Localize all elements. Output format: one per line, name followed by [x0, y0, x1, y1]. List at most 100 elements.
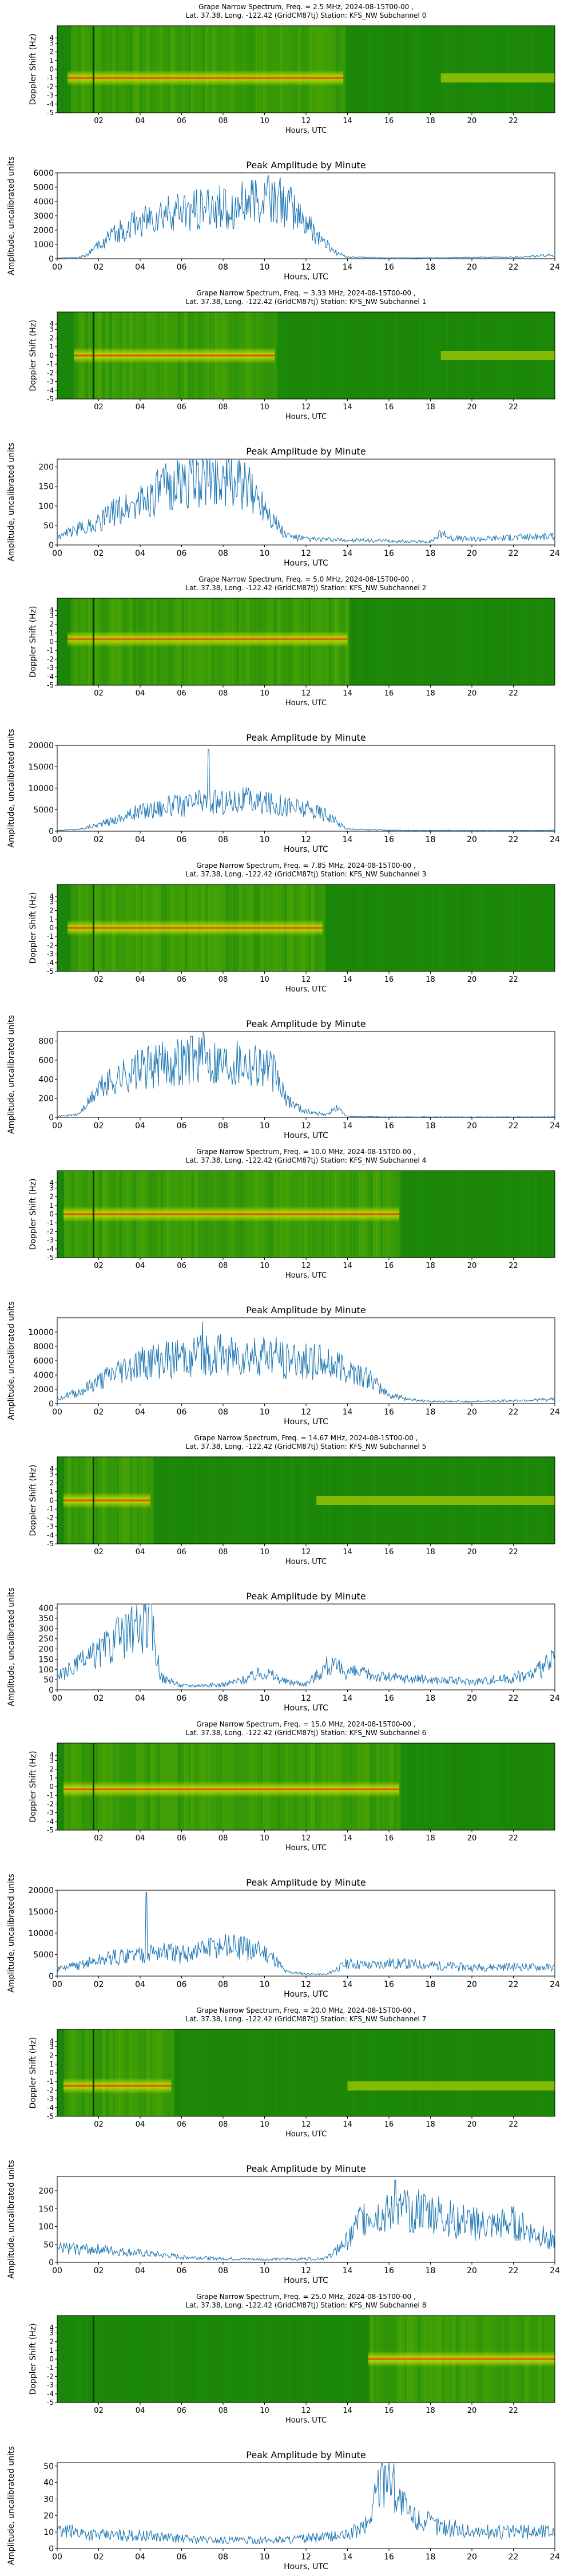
spectrogram-column	[215, 26, 219, 113]
spectrogram-column	[249, 26, 253, 113]
y-axis-label: Doppler Shift (Hz)	[29, 2324, 38, 2395]
spectrogram-column	[352, 884, 356, 971]
spectrogram-column	[174, 2316, 178, 2403]
spectrogram-column	[496, 884, 500, 971]
spectrogram-column	[363, 598, 367, 685]
spectrogram-column	[503, 1171, 507, 1258]
spectrogram-column	[64, 884, 68, 971]
x-tick-label: 12	[301, 689, 311, 698]
spectrogram-column	[188, 2029, 192, 2116]
spectrogram-column	[253, 2029, 257, 2116]
y-tick-label: 0	[49, 638, 54, 646]
spectrogram-column	[339, 884, 343, 971]
spectrogram-column	[424, 1171, 428, 1258]
y-tick-label: 1	[49, 1488, 54, 1496]
spectrogram-column	[349, 312, 353, 399]
spectrogram-subtitle: Lat. 37.38, Long. -122.42 (GridCM87tj) S…	[186, 1729, 427, 1737]
spectrogram-title: Grape Narrow Spectrum, Freq. = 3.33 MHz,…	[196, 289, 415, 297]
spectrogram-column	[229, 26, 233, 113]
spectrogram-column	[263, 1457, 267, 1544]
y-tick-label: 250	[38, 1635, 54, 1644]
spectrogram-column	[431, 1743, 435, 1830]
spectrogram-column	[466, 26, 470, 113]
spectrogram-column	[328, 2316, 332, 2403]
spectrogram-column	[74, 26, 78, 113]
x-tick-label: 10	[260, 549, 270, 558]
x-axis-label: Hours, UTC	[284, 1131, 328, 1140]
y-tick-label: 150	[38, 1655, 54, 1664]
signal-band	[67, 70, 344, 86]
spectrogram-column	[400, 884, 404, 971]
spectrogram-column	[496, 26, 500, 113]
spectrogram-column	[188, 2316, 192, 2403]
spectrogram-column	[538, 26, 542, 113]
spectrogram-column	[143, 26, 147, 113]
spectrogram-column	[260, 26, 264, 113]
spectrogram-column	[85, 26, 89, 113]
spectrogram-column	[321, 2029, 325, 2116]
y-tick-label: -5	[47, 2112, 54, 2120]
spectrogram-column	[78, 26, 82, 113]
x-tick-label: 20	[467, 403, 477, 412]
spectrogram-column	[95, 26, 99, 113]
spectrogram-column	[469, 26, 473, 113]
x-tick-label: 04	[136, 1834, 145, 1843]
x-tick-label: 12	[301, 1262, 311, 1270]
spectrogram-column	[177, 26, 181, 113]
spectrogram-column	[345, 2316, 349, 2403]
spectrogram-column	[294, 2316, 298, 2403]
spectrogram-column	[479, 26, 483, 113]
x-tick-label: 10	[260, 835, 270, 844]
spectrogram-column	[263, 2316, 267, 2403]
x-tick-label: 18	[426, 1548, 435, 1556]
y-tick-label: -1	[47, 646, 54, 654]
spectrogram-column	[239, 1457, 243, 1544]
spectrogram-column	[394, 26, 398, 113]
spectrogram-column	[167, 1457, 171, 1544]
x-tick-label: 18	[426, 1834, 435, 1843]
spectrogram-column	[534, 1743, 538, 1830]
amplitude-series-line	[57, 175, 555, 259]
spectrogram-column	[438, 1743, 442, 1830]
spectrogram-column	[225, 26, 229, 113]
spectrogram-column	[418, 598, 422, 685]
spectrogram-column	[150, 2316, 154, 2403]
spectrogram-column	[74, 2316, 78, 2403]
spectrogram-column	[325, 884, 329, 971]
y-tick-label: 3	[49, 611, 54, 619]
x-tick-label: 10	[260, 403, 269, 412]
spectrogram-column	[229, 2316, 233, 2403]
spectrogram-column	[366, 2029, 370, 2116]
spectrogram-column	[239, 2029, 243, 2116]
spectrogram-column	[301, 1457, 305, 1544]
spectrogram-column	[287, 1457, 291, 1544]
x-tick-label: 14	[343, 1834, 352, 1843]
spectrogram-column	[479, 2029, 483, 2116]
spectrogram-column	[232, 2316, 236, 2403]
spectrogram-column	[270, 26, 274, 113]
spectrogram-column	[472, 598, 476, 685]
spectrogram-column	[328, 2029, 332, 2116]
x-tick-label: 02	[94, 2407, 104, 2415]
y-axis-label: Doppler Shift (Hz)	[29, 606, 38, 678]
x-tick-label: 10	[260, 117, 269, 125]
spectrogram-column	[424, 312, 428, 399]
x-tick-label: 08	[219, 1262, 228, 1270]
spectrogram-column	[136, 2316, 140, 2403]
spectrogram-column	[400, 1171, 404, 1258]
x-tick-label: 20	[467, 1694, 477, 1703]
spectrogram-column	[157, 26, 161, 113]
spectrogram-column	[493, 598, 497, 685]
y-tick-label: 30	[43, 2495, 54, 2504]
y-axis-label: Doppler Shift (Hz)	[29, 2037, 38, 2109]
spectrogram-column	[404, 1171, 408, 1258]
spectrogram-column	[253, 26, 257, 113]
x-tick-label: 10	[260, 1262, 269, 1270]
spectrogram-column	[373, 26, 377, 113]
spectrogram-column	[208, 2316, 212, 2403]
x-tick-label: 10	[260, 1121, 270, 1131]
x-tick-label: 20	[467, 2407, 477, 2415]
y-tick-label: -2	[47, 2372, 54, 2380]
spectrogram-column	[380, 312, 384, 399]
x-tick-label: 06	[177, 2120, 186, 2129]
